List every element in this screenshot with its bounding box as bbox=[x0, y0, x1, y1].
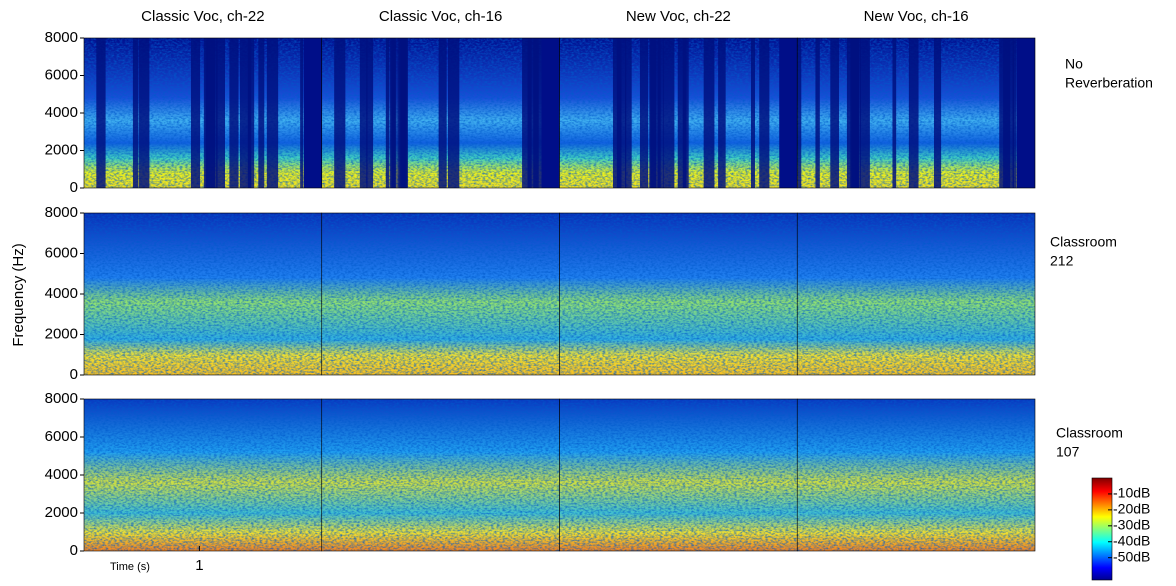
silence-band bbox=[360, 38, 368, 188]
silence-band bbox=[1003, 38, 1014, 188]
silence-band bbox=[204, 38, 208, 188]
y-axis-label: Frequency (Hz) bbox=[10, 243, 27, 346]
row-label: No bbox=[1065, 56, 1083, 72]
silence-band bbox=[439, 38, 447, 188]
silence-band bbox=[751, 38, 755, 188]
silence-band bbox=[139, 38, 149, 188]
row-label: Reverberation bbox=[1065, 75, 1153, 91]
row-label: 107 bbox=[1056, 444, 1080, 460]
column-title: Classic Voc, ch-16 bbox=[379, 8, 502, 25]
y-tick-label: 8000 bbox=[45, 390, 78, 407]
y-tick-label: 6000 bbox=[45, 428, 78, 445]
silence-band bbox=[640, 38, 648, 188]
row-label: Classroom bbox=[1056, 425, 1123, 441]
figure: Frequency (Hz) Time (s) Classic Voc, ch-… bbox=[0, 0, 1176, 586]
y-tick-label: 8000 bbox=[45, 29, 78, 46]
silence-band bbox=[191, 38, 200, 188]
silence-band bbox=[448, 38, 459, 188]
y-tick-label: 4000 bbox=[45, 104, 78, 121]
colorbar-tick-label: -20dB bbox=[1113, 501, 1150, 517]
silence-band bbox=[909, 38, 919, 188]
silence-band bbox=[522, 38, 532, 188]
spectrogram-texture bbox=[560, 213, 798, 375]
silence-band bbox=[390, 38, 397, 188]
silence-band bbox=[830, 38, 839, 188]
y-tick-label: 0 bbox=[70, 366, 78, 383]
silence-band bbox=[258, 38, 264, 188]
spectrogram-texture bbox=[322, 213, 560, 375]
silence-band bbox=[1017, 38, 1035, 188]
x-axis-label: Time (s) bbox=[110, 561, 150, 573]
silence-band bbox=[759, 38, 769, 188]
silence-band bbox=[718, 38, 726, 188]
colorbar-tick-label: -10dB bbox=[1113, 485, 1150, 501]
y-tick-label: 2000 bbox=[45, 141, 78, 158]
y-tick-label: 0 bbox=[70, 179, 78, 196]
silence-band bbox=[815, 38, 819, 188]
spectrogram-texture bbox=[84, 213, 322, 375]
silence-band bbox=[304, 38, 322, 188]
silence-band bbox=[542, 38, 560, 188]
y-tick-label: 6000 bbox=[45, 66, 78, 83]
y-tick-label: 6000 bbox=[45, 244, 78, 261]
spectrogram-texture bbox=[560, 399, 798, 551]
silence-band bbox=[860, 38, 870, 188]
silence-band bbox=[779, 38, 797, 188]
silence-band bbox=[401, 38, 407, 188]
silence-band bbox=[334, 38, 345, 188]
column-title: New Voc, ch-16 bbox=[864, 8, 969, 25]
silence-band bbox=[267, 38, 278, 188]
colorbar bbox=[1092, 478, 1112, 580]
spectrogram-texture bbox=[84, 399, 322, 551]
silence-band bbox=[617, 38, 626, 188]
silence-band bbox=[133, 38, 139, 188]
colorbar-tick-label: -40dB bbox=[1113, 532, 1150, 548]
silence-band bbox=[229, 38, 238, 188]
spectrogram-texture bbox=[322, 399, 560, 551]
silence-band bbox=[798, 38, 802, 188]
row-label: 212 bbox=[1050, 253, 1074, 269]
spectrogram-texture bbox=[797, 213, 1035, 375]
silence-band bbox=[663, 38, 674, 188]
silence-band bbox=[216, 38, 225, 188]
column-title: Classic Voc, ch-22 bbox=[141, 8, 264, 25]
x-tick-label: 1 bbox=[195, 557, 203, 574]
row-label: Classroom bbox=[1050, 234, 1117, 250]
y-tick-label: 2000 bbox=[45, 504, 78, 521]
silence-band bbox=[650, 38, 656, 188]
silence-band bbox=[96, 38, 105, 188]
y-tick-label: 0 bbox=[70, 542, 78, 559]
silence-band bbox=[300, 38, 303, 188]
spectrogram-texture bbox=[84, 38, 322, 188]
y-tick-label: 2000 bbox=[45, 325, 78, 342]
y-tick-label: 4000 bbox=[45, 466, 78, 483]
silence-band bbox=[386, 38, 390, 188]
silence-band bbox=[678, 38, 687, 188]
silence-band bbox=[934, 38, 941, 188]
colorbar-tick-label: -30dB bbox=[1113, 517, 1150, 533]
silence-band bbox=[852, 38, 861, 188]
spectrogram-texture bbox=[797, 399, 1035, 551]
column-title: New Voc, ch-22 bbox=[626, 8, 731, 25]
silence-band bbox=[240, 38, 251, 188]
silence-band bbox=[892, 38, 896, 188]
silence-band bbox=[704, 38, 715, 188]
silence-band bbox=[208, 38, 218, 188]
colorbar-tick-label: -50dB bbox=[1113, 548, 1150, 564]
y-tick-label: 4000 bbox=[45, 285, 78, 302]
silence-band bbox=[533, 38, 542, 188]
y-tick-label: 8000 bbox=[45, 204, 78, 221]
